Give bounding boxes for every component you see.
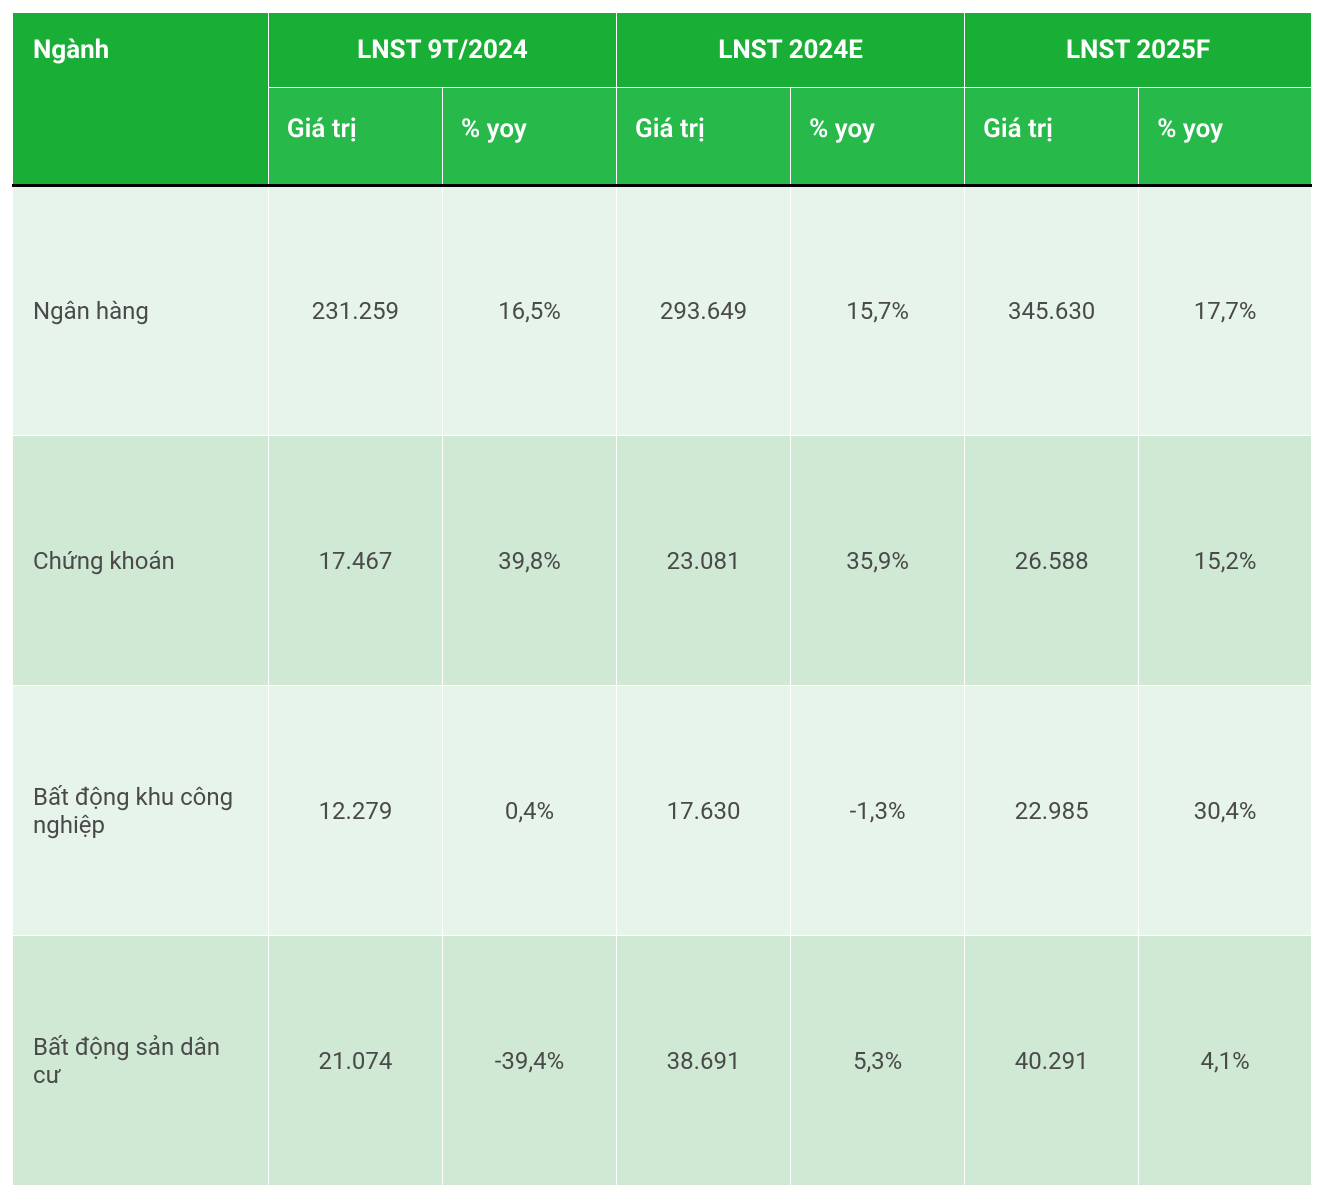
header-corner: Ngành <box>13 13 269 186</box>
cell-value: 293.649 <box>617 186 791 436</box>
cell-value: 0,4% <box>442 686 616 936</box>
cell-value: 22.985 <box>965 686 1139 936</box>
header-sub-2-1: % yoy <box>1139 88 1312 186</box>
cell-value: 38.691 <box>617 936 791 1186</box>
cell-value: 15,2% <box>1139 436 1312 686</box>
cell-value: -39,4% <box>442 936 616 1186</box>
table-row: Bất động sản dân cư 21.074 -39,4% 38.691… <box>13 936 1312 1186</box>
table-row: Chứng khoán 17.467 39,8% 23.081 35,9% 26… <box>13 436 1312 686</box>
cell-value: 4,1% <box>1139 936 1312 1186</box>
cell-value: 21.074 <box>268 936 442 1186</box>
header-group-2: LNST 2025F <box>965 13 1312 88</box>
row-label: Chứng khoán <box>13 436 269 686</box>
header-row-1: Ngành LNST 9T/2024 LNST 2024E LNST 2025F <box>13 13 1312 88</box>
table-row: Ngân hàng 231.259 16,5% 293.649 15,7% 34… <box>13 186 1312 436</box>
cell-value: 23.081 <box>617 436 791 686</box>
header-sub-0-1: % yoy <box>442 88 616 186</box>
table-head: Ngành LNST 9T/2024 LNST 2024E LNST 2025F… <box>13 13 1312 186</box>
cell-value: 5,3% <box>791 936 965 1186</box>
cell-value: 35,9% <box>791 436 965 686</box>
cell-value: 16,5% <box>442 186 616 436</box>
cell-value: 15,7% <box>791 186 965 436</box>
row-label: Ngân hàng <box>13 186 269 436</box>
cell-value: 17.467 <box>268 436 442 686</box>
cell-value: 17,7% <box>1139 186 1312 436</box>
cell-value: 26.588 <box>965 436 1139 686</box>
cell-value: 17.630 <box>617 686 791 936</box>
cell-value: 39,8% <box>442 436 616 686</box>
cell-value: 30,4% <box>1139 686 1312 936</box>
cell-value: 345.630 <box>965 186 1139 436</box>
row-label: Bất động khu công nghiệp <box>13 686 269 936</box>
header-sub-2-0: Giá trị <box>965 88 1139 186</box>
financial-table: Ngành LNST 9T/2024 LNST 2024E LNST 2025F… <box>12 12 1312 1186</box>
header-group-1: LNST 2024E <box>617 13 965 88</box>
header-sub-1-0: Giá trị <box>617 88 791 186</box>
header-group-0: LNST 9T/2024 <box>268 13 616 88</box>
cell-value: 231.259 <box>268 186 442 436</box>
table-row: Bất động khu công nghiệp 12.279 0,4% 17.… <box>13 686 1312 936</box>
cell-value: -1,3% <box>791 686 965 936</box>
cell-value: 12.279 <box>268 686 442 936</box>
header-sub-1-1: % yoy <box>791 88 965 186</box>
table-body: Ngân hàng 231.259 16,5% 293.649 15,7% 34… <box>13 186 1312 1186</box>
row-label: Bất động sản dân cư <box>13 936 269 1186</box>
cell-value: 40.291 <box>965 936 1139 1186</box>
header-sub-0-0: Giá trị <box>268 88 442 186</box>
